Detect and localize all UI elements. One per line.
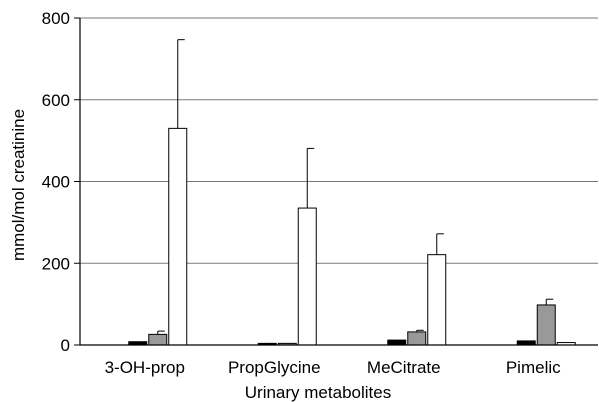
y-tick-label: 400 bbox=[42, 173, 70, 192]
bar bbox=[516, 340, 536, 346]
x-tick-label: MeCitrate bbox=[367, 358, 441, 377]
y-tick-label: 0 bbox=[61, 336, 70, 355]
x-tick-labels: 3-OH-prop PropGlycine MeCitrate Pimelic bbox=[105, 358, 562, 377]
y-axis-title: mmol/mol creatinine bbox=[9, 109, 28, 261]
y-tick-label: 600 bbox=[42, 91, 70, 110]
bar bbox=[407, 331, 427, 346]
bar bbox=[536, 304, 556, 346]
bar bbox=[427, 254, 447, 346]
bar bbox=[168, 127, 188, 346]
error-bars bbox=[157, 39, 554, 335]
x-tick-label: Pimelic bbox=[506, 358, 561, 377]
bar bbox=[297, 207, 317, 346]
x-tick-label: 3-OH-prop bbox=[105, 358, 185, 377]
bar bbox=[148, 333, 168, 346]
x-axis-title: Urinary metabolites bbox=[245, 383, 391, 402]
axes bbox=[74, 17, 598, 346]
x-tick-label: PropGlycine bbox=[228, 358, 321, 377]
gridlines bbox=[80, 17, 598, 264]
y-tick-label: 800 bbox=[42, 9, 70, 28]
bar bbox=[387, 339, 407, 346]
y-tick-labels: 0 200 400 600 800 bbox=[42, 9, 70, 355]
bars bbox=[128, 127, 576, 346]
y-tick-label: 200 bbox=[42, 254, 70, 273]
